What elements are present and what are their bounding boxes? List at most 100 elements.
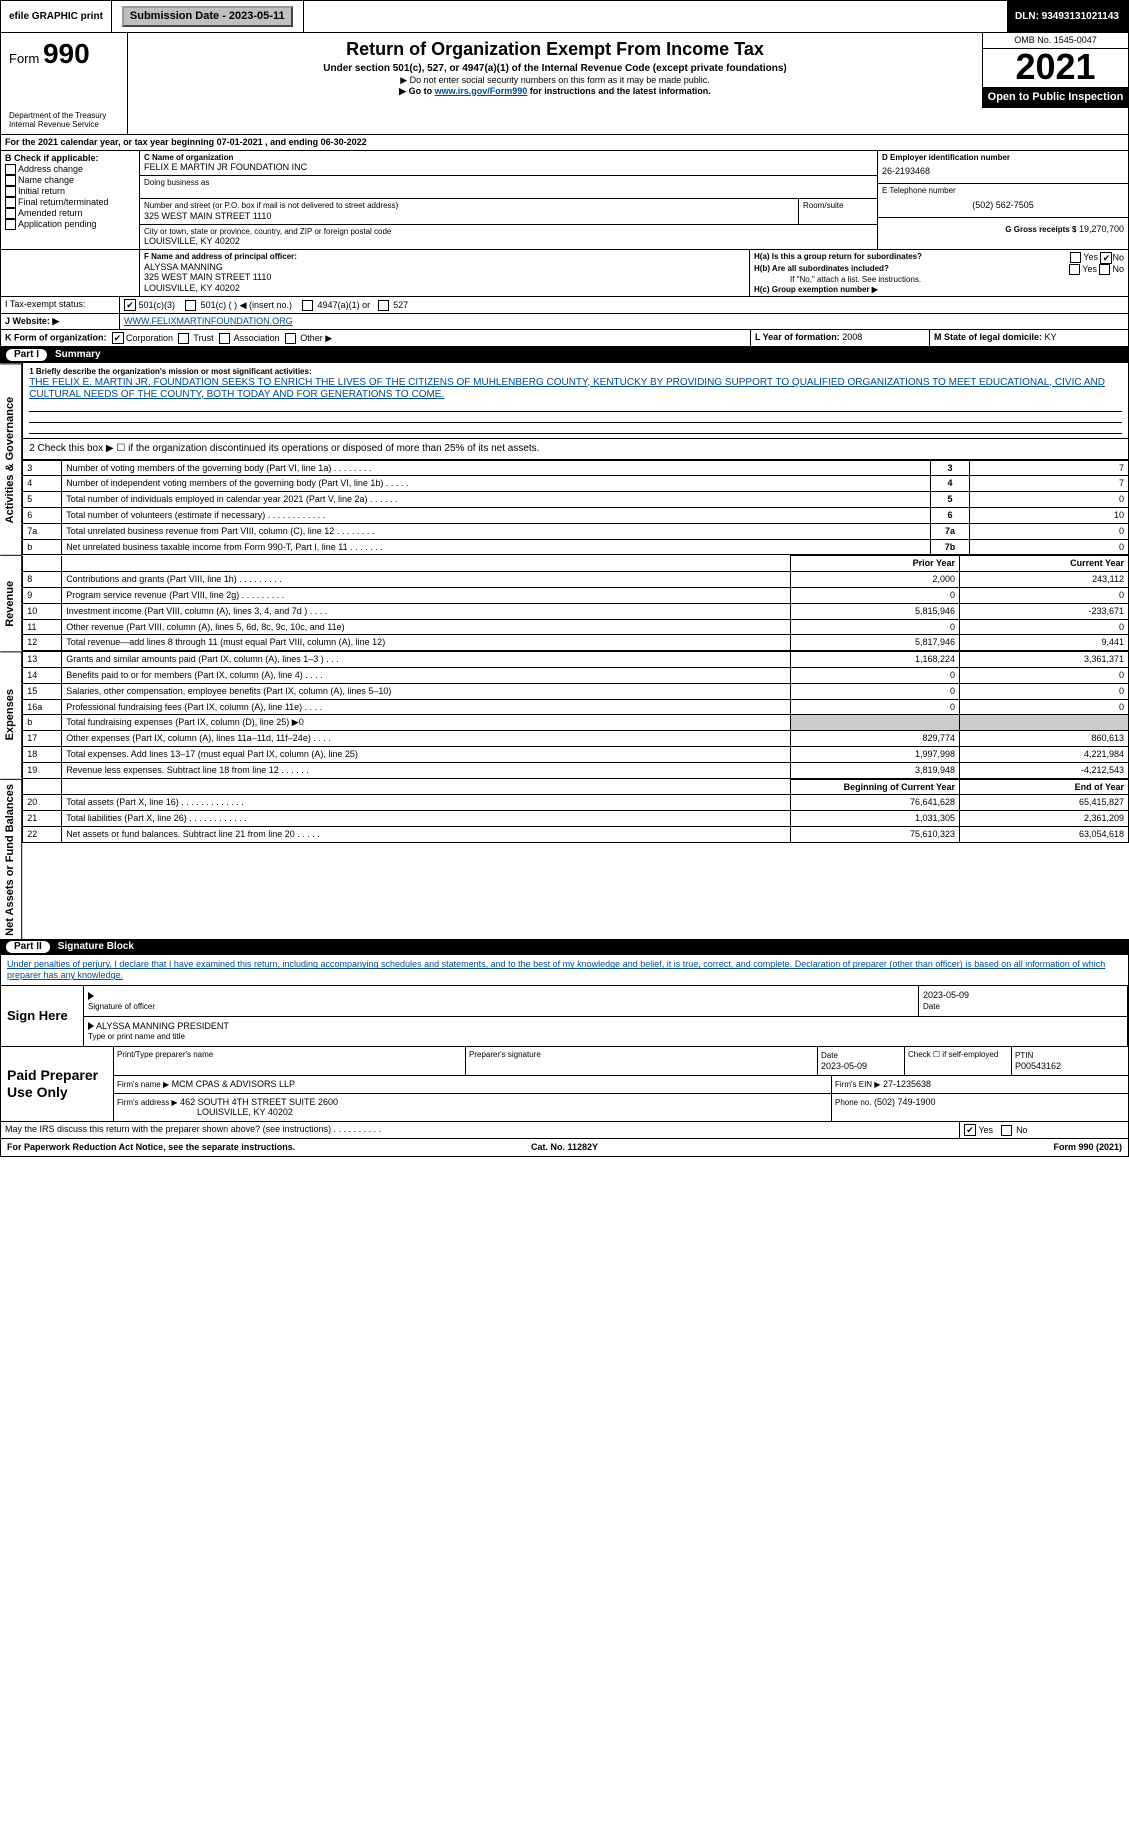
open-to-public: Open to Public Inspection	[983, 87, 1128, 108]
revenue-table: Prior YearCurrent Year8Contributions and…	[22, 555, 1129, 651]
line-num: 11	[23, 619, 62, 635]
irs-link[interactable]: www.irs.gov/Form990	[435, 86, 528, 96]
tax-period-line: For the 2021 calendar year, or tax year …	[1, 135, 1128, 150]
line-text: Number of voting members of the governin…	[62, 460, 931, 476]
city-label: City or town, state or province, country…	[144, 227, 873, 237]
officer-group-block: F Name and address of principal officer:…	[0, 250, 1129, 297]
sig-date-label: Date	[923, 1002, 940, 1011]
opt-501c[interactable]: 501(c) ( ) ◀ (insert no.)	[185, 300, 292, 310]
firmname-label: Firm's name ▶	[117, 1080, 169, 1089]
opt-527[interactable]: 527	[378, 300, 409, 310]
form-subtitle: Under section 501(c), 527, or 4947(a)(1)…	[136, 63, 974, 75]
current-year-value: 3,361,371	[960, 652, 1129, 668]
prior-year-value: 829,774	[791, 731, 960, 747]
current-year-value: 2,361,209	[960, 811, 1129, 827]
opt-501c3[interactable]: ✔ 501(c)(3)	[124, 300, 175, 310]
l-label: L Year of formation:	[755, 332, 840, 342]
opt-address-change[interactable]: Address change	[5, 164, 135, 175]
line-value: 0	[970, 539, 1129, 555]
current-year-value: 4,221,984	[960, 746, 1129, 762]
opt-4947[interactable]: 4947(a)(1) or	[302, 300, 370, 310]
d-ein-label: D Employer identification number	[882, 153, 1124, 163]
line-num: 21	[23, 811, 62, 827]
prior-year-value: 5,817,946	[791, 635, 960, 651]
officer-street: 325 WEST MAIN STREET 1110	[144, 272, 745, 283]
part2-title: Signature Block	[58, 941, 134, 953]
prior-year-value: 0	[791, 668, 960, 684]
opt-final-return[interactable]: Final return/terminated	[5, 197, 135, 208]
ein-value: 26-2193468	[882, 162, 1124, 181]
line-text: Salaries, other compensation, employee b…	[62, 683, 791, 699]
hb-no[interactable]: No	[1099, 264, 1124, 275]
m-value: KY	[1045, 332, 1057, 342]
line-text: Investment income (Part VIII, column (A)…	[62, 603, 791, 619]
ha-no[interactable]: ✔No	[1100, 252, 1124, 264]
submission-date-box: Submission Date - 2023-05-11	[112, 1, 304, 32]
phone-value: (502) 562-7505	[882, 196, 1124, 215]
ptin-value: P00543162	[1015, 1061, 1061, 1071]
hb-yes[interactable]: Yes	[1069, 264, 1097, 275]
line-num: 22	[23, 826, 62, 842]
part2-label: Part II	[6, 941, 50, 953]
firmaddr1: 462 SOUTH 4TH STREET SUITE 2600	[180, 1097, 338, 1107]
penalty-link[interactable]: Under penalties of perjury, I declare th…	[7, 959, 1105, 980]
side-governance: Activities & Governance	[0, 363, 22, 555]
opt-other[interactable]: Other ▶	[285, 333, 332, 343]
line-text: Other revenue (Part VIII, column (A), li…	[62, 619, 791, 635]
opt-initial-return[interactable]: Initial return	[5, 186, 135, 197]
website-link[interactable]: WWW.FELIXMARTINFOUNDATION.ORG	[124, 316, 293, 326]
sign-here-label: Sign Here	[1, 986, 84, 1046]
ptin-label: PTIN	[1015, 1051, 1033, 1060]
mission-link[interactable]: THE FELIX E. MARTIN JR. FOUNDATION SEEKS…	[29, 377, 1105, 400]
street-value: 325 WEST MAIN STREET 1110	[144, 211, 794, 222]
side-netassets: Net Assets or Fund Balances	[0, 779, 22, 940]
line-box: 7b	[931, 539, 970, 555]
line-text: Professional fundraising fees (Part IX, …	[62, 699, 791, 715]
current-year-value: 9,441	[960, 635, 1129, 651]
part1-title: Summary	[55, 349, 101, 361]
form-footer: For Paperwork Reduction Act Notice, see …	[0, 1139, 1129, 1157]
line-box: 6	[931, 508, 970, 524]
city-value: LOUISVILLE, KY 40202	[144, 236, 873, 247]
side-revenue: Revenue	[0, 555, 22, 651]
discuss-no[interactable]: No	[1001, 1125, 1028, 1135]
firmname-value: MCM CPAS & ADVISORS LLP	[172, 1079, 295, 1089]
opt-assoc[interactable]: Association	[219, 333, 280, 343]
firmein-label: Firm's EIN ▶	[835, 1080, 880, 1089]
opt-app-pending[interactable]: Application pending	[5, 219, 135, 230]
governance-table: 3Number of voting members of the governi…	[22, 460, 1129, 556]
prior-year-value: 1,031,305	[791, 811, 960, 827]
opt-trust[interactable]: Trust	[178, 333, 214, 343]
street-label: Number and street (or P.O. box if mail i…	[144, 201, 794, 211]
self-employed-check[interactable]: Check ☐ if self-employed	[905, 1047, 1012, 1075]
prior-year-value: 76,641,628	[791, 795, 960, 811]
line-num: 5	[23, 492, 62, 508]
opt-name-change[interactable]: Name change	[5, 175, 135, 186]
opt-amended[interactable]: Amended return	[5, 208, 135, 219]
line2-text: 2 Check this box ▶ ☐ if the organization…	[22, 439, 1129, 460]
efile-label: efile GRAPHIC print	[1, 1, 112, 32]
ha-yes[interactable]: Yes	[1070, 252, 1098, 264]
line-num: 20	[23, 795, 62, 811]
opt-corp[interactable]: ✔ Corporation	[112, 333, 174, 343]
sig-date-value: 2023-05-09	[923, 990, 969, 1000]
paid-prep-title: Paid Preparer Use Only	[1, 1047, 114, 1121]
prior-year-value: 0	[791, 588, 960, 604]
line-num: 9	[23, 588, 62, 604]
part1-label: Part I	[6, 349, 47, 361]
website-row: J Website: ▶ WWW.FELIXMARTINFOUNDATION.O…	[0, 314, 1129, 330]
submission-date-btn[interactable]: Submission Date - 2023-05-11	[122, 6, 293, 27]
line-text: Total number of individuals employed in …	[62, 492, 931, 508]
current-year-value: -4,212,543	[960, 762, 1129, 778]
room-suite-label: Room/suite	[798, 199, 877, 223]
line-value: 10	[970, 508, 1129, 524]
ha-label: H(a) Is this a group return for subordin…	[754, 252, 1070, 264]
current-year-value: 0	[960, 699, 1129, 715]
typed-arrow-icon	[88, 1022, 94, 1030]
discuss-yes[interactable]: ✔ Yes	[964, 1125, 993, 1135]
current-year-value: -233,671	[960, 603, 1129, 619]
sign-here-block: Sign Here Signature of officer 2023-05-0…	[0, 986, 1129, 1047]
prior-year-value: 0	[791, 699, 960, 715]
line-text: Total number of volunteers (estimate if …	[62, 508, 931, 524]
current-year-value: 860,613	[960, 731, 1129, 747]
